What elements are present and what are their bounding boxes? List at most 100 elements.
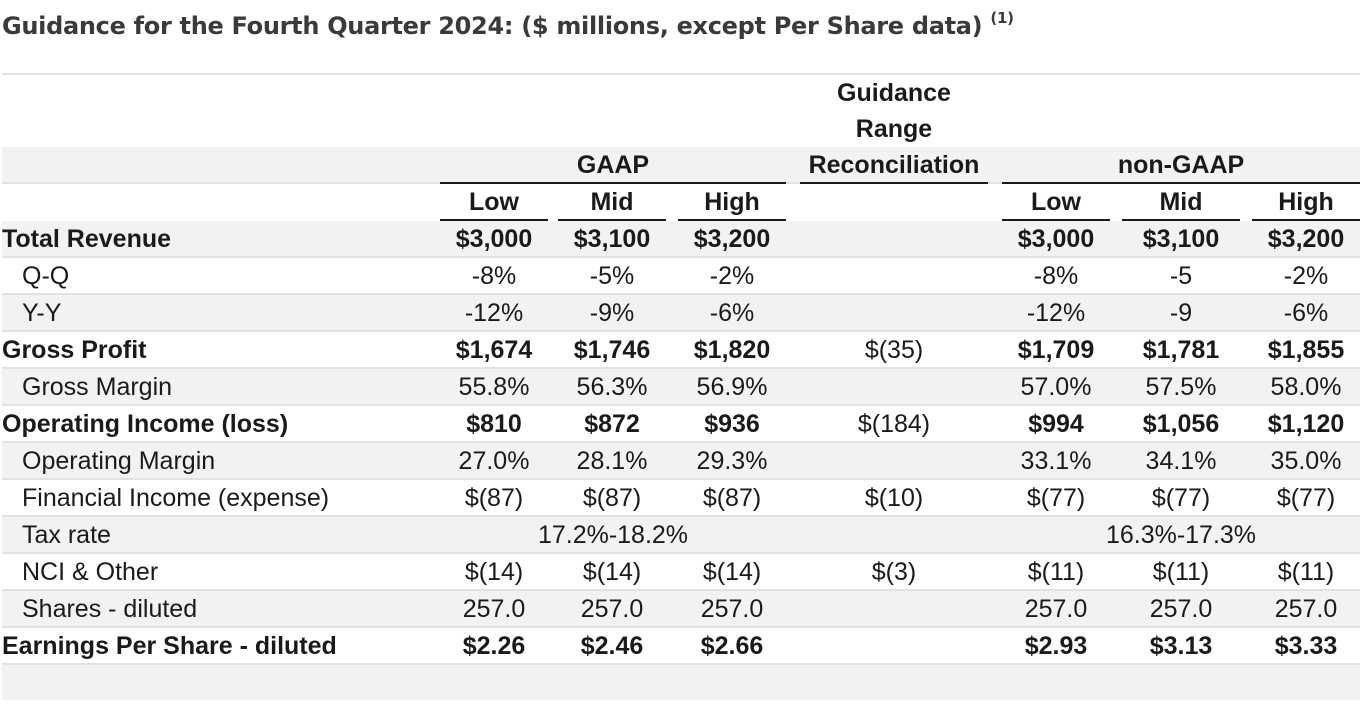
row-label: Financial Income (expense) xyxy=(22,484,330,512)
ng-mid-cell: $(11) xyxy=(1152,558,1210,586)
gaap-high-cell: 56.9% xyxy=(696,373,768,401)
table-row xyxy=(2,221,1360,258)
recon-cell xyxy=(796,591,992,628)
non-gaap-header: non-GAAP xyxy=(1117,151,1245,179)
non-gaap-underline xyxy=(1002,182,1360,184)
reconciliation-header: Reconciliation xyxy=(808,151,980,179)
ng-low-cell: $(11) xyxy=(1027,558,1085,586)
table-row xyxy=(2,591,1360,628)
gaap-low-cell: -12% xyxy=(464,299,524,327)
table-row xyxy=(2,443,1360,480)
ng-range-cell: 16.3%-17.3% xyxy=(1105,521,1257,549)
gaap-low-cell: 257.0 xyxy=(462,595,526,623)
recon-cell xyxy=(796,221,992,258)
ng-mid-cell: 257.0 xyxy=(1149,595,1213,623)
page-title: Guidance for the Fourth Quarter 2024: ($… xyxy=(2,0,1014,40)
ng-low-header: Low xyxy=(1031,188,1081,216)
gaap-mid-cell: $2.46 xyxy=(580,632,644,660)
ng-high-underline xyxy=(1252,219,1360,221)
table-row xyxy=(2,406,1360,443)
table-row xyxy=(2,628,1360,665)
ng-high-cell: 58.0% xyxy=(1270,373,1342,401)
gaap-low-cell: $810 xyxy=(466,410,522,438)
ng-low-cell: 33.1% xyxy=(1020,447,1092,475)
gaap-low-header: Low xyxy=(469,188,519,216)
table-row xyxy=(2,295,1360,332)
gaap-low-underline xyxy=(440,219,548,221)
row-label: NCI & Other xyxy=(22,558,159,586)
gaap-mid-cell: $1,746 xyxy=(573,336,651,364)
ng-mid-cell: -9 xyxy=(1169,299,1193,327)
gaap-high-cell: 257.0 xyxy=(700,595,764,623)
table-row xyxy=(2,517,1360,554)
row-label: Y-Y xyxy=(22,299,62,327)
row-label: Q-Q xyxy=(22,262,70,290)
ng-mid-cell: 34.1% xyxy=(1145,447,1217,475)
gaap-high-cell: -2% xyxy=(709,262,755,290)
ng-mid-cell: -5 xyxy=(1169,262,1193,290)
ng-mid-header: Mid xyxy=(1159,188,1203,216)
ng-low-cell: 257.0 xyxy=(1024,595,1088,623)
ng-high-cell: $1,855 xyxy=(1267,336,1345,364)
gaap-low-cell: $2.26 xyxy=(462,632,526,660)
recon-cell xyxy=(796,369,992,406)
ng-low-cell: $2.93 xyxy=(1024,632,1088,660)
ng-high-cell: $3,200 xyxy=(1267,225,1345,253)
ng-mid-cell: 57.5% xyxy=(1145,373,1217,401)
ng-low-cell: $3,000 xyxy=(1017,225,1095,253)
top-rule xyxy=(2,73,1360,75)
gaap-high-cell: -6% xyxy=(709,299,755,327)
recon-cell: $(184) xyxy=(857,410,931,438)
table-row xyxy=(2,554,1360,591)
title-footnote: (1) xyxy=(990,9,1014,27)
gaap-mid-cell: $(87) xyxy=(582,484,642,512)
ng-low-cell: $1,709 xyxy=(1017,336,1095,364)
recon-cell xyxy=(796,295,992,332)
table-row xyxy=(2,480,1360,517)
table-row xyxy=(2,332,1360,369)
recon-cell xyxy=(796,628,992,665)
gaap-high-cell: $1,820 xyxy=(693,336,771,364)
ng-high-cell: 35.0% xyxy=(1270,447,1342,475)
ng-mid-cell: $(77) xyxy=(1151,484,1211,512)
ng-low-cell: -8% xyxy=(1033,262,1079,290)
gaap-low-cell: $(14) xyxy=(464,558,524,586)
reconciliation-underline xyxy=(800,182,988,184)
gaap-low-cell: $3,000 xyxy=(455,225,533,253)
gaap-mid-cell: 257.0 xyxy=(580,595,644,623)
ng-high-cell: -2% xyxy=(1283,262,1329,290)
recon-cell: $(10) xyxy=(864,484,924,512)
row-label: Gross Margin xyxy=(22,373,173,401)
ng-high-cell: $3.33 xyxy=(1274,632,1338,660)
ng-low-underline xyxy=(1002,219,1110,221)
guidance-range-header: Guidance Range xyxy=(796,75,992,147)
gaap-mid-cell: 56.3% xyxy=(576,373,648,401)
ng-high-cell: $(11) xyxy=(1277,558,1335,586)
gaap-low-cell: -8% xyxy=(471,262,517,290)
ng-mid-underline xyxy=(1122,219,1240,221)
gaap-high-underline xyxy=(678,219,786,221)
table-row xyxy=(2,369,1360,406)
gaap-underline xyxy=(440,182,786,184)
gaap-mid-cell: -9% xyxy=(589,299,635,327)
ng-mid-cell: $3.13 xyxy=(1149,632,1213,660)
ng-low-cell: $(77) xyxy=(1026,484,1086,512)
gaap-high-cell: 29.3% xyxy=(696,447,768,475)
gaap-high-cell: $936 xyxy=(704,410,760,438)
recon-cell xyxy=(796,258,992,295)
guidance-label: Guidance xyxy=(837,79,951,107)
recon-cell xyxy=(796,443,992,480)
gaap-high-cell: $3,200 xyxy=(693,225,771,253)
ng-mid-cell: $3,100 xyxy=(1142,225,1220,253)
recon-cell: $(35) xyxy=(864,336,924,364)
gaap-high-cell: $(87) xyxy=(702,484,762,512)
gaap-mid-cell: $(14) xyxy=(582,558,642,586)
row-label: Shares - diluted xyxy=(22,595,198,623)
gaap-high-cell: $(14) xyxy=(702,558,762,586)
row-label: Gross Profit xyxy=(2,336,147,364)
gaap-low-cell: $(87) xyxy=(464,484,524,512)
gaap-low-cell: $1,674 xyxy=(455,336,533,364)
ng-low-cell: $994 xyxy=(1028,410,1084,438)
ng-high-cell: $(77) xyxy=(1276,484,1336,512)
gaap-low-cell: 27.0% xyxy=(458,447,530,475)
